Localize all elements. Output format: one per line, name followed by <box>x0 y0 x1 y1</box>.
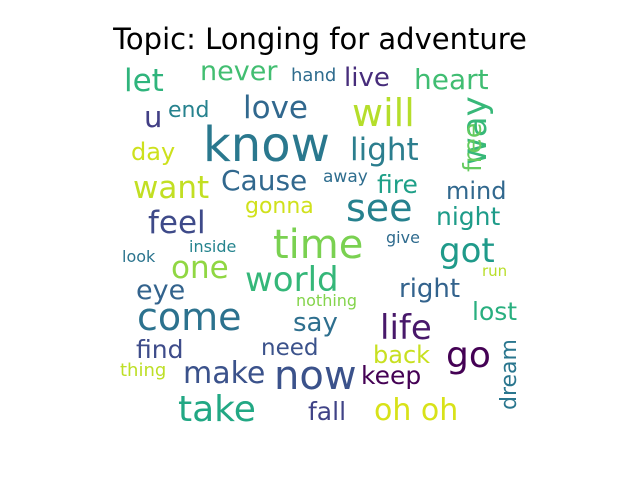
word-one: one <box>171 250 229 286</box>
word-dream: dream <box>497 339 522 410</box>
word-will: will <box>352 91 415 135</box>
word-make: make <box>183 356 265 391</box>
chart-title: Topic: Longing for adventure <box>113 22 527 56</box>
word-want: want <box>133 170 209 206</box>
word-eye: eye <box>136 275 185 306</box>
word-back: back <box>373 341 430 369</box>
word-keep: keep <box>361 361 421 390</box>
word-feel: feel <box>148 205 206 241</box>
word-cause: Cause <box>221 164 307 197</box>
word-fire: fire <box>377 170 418 199</box>
word-love: love <box>243 90 308 126</box>
word-need: need <box>261 335 318 361</box>
word-go: go <box>446 335 491 376</box>
word-take: take <box>178 389 256 430</box>
word-live: live <box>344 63 390 93</box>
word-know: know <box>203 117 330 173</box>
word-find: find <box>136 335 183 364</box>
word-give: give <box>386 228 420 247</box>
word-heart: heart <box>414 63 489 96</box>
word-u: u <box>144 100 162 134</box>
word-come: come <box>137 295 242 339</box>
word-never: never <box>200 56 278 87</box>
word-way: way <box>455 96 495 165</box>
word-away: away <box>323 167 368 187</box>
word-end: end <box>168 98 209 123</box>
word-free: free <box>458 123 487 172</box>
word-life: life <box>380 308 432 348</box>
word-mind: mind <box>446 177 507 205</box>
word-hand: hand <box>291 65 336 86</box>
word-look: look <box>122 247 156 266</box>
word-time: time <box>273 222 363 268</box>
word-world: world <box>245 260 339 300</box>
word-got: got <box>439 231 495 271</box>
word-night: night <box>436 202 501 231</box>
word-inside: inside <box>189 237 236 256</box>
word-thing: thing <box>120 360 166 381</box>
word-fall: fall <box>308 397 346 426</box>
word-say: say <box>293 308 338 338</box>
word-see: see <box>346 186 413 230</box>
word-now: now <box>274 353 357 399</box>
word-nothing: nothing <box>296 291 357 310</box>
word-right: right <box>399 274 460 304</box>
word-run: run <box>482 262 507 280</box>
word-oh-oh: oh oh <box>374 393 458 428</box>
word-let: let <box>124 63 164 99</box>
word-day: day <box>131 138 175 166</box>
word-gonna: gonna <box>245 194 314 219</box>
word-light: light <box>350 132 419 168</box>
word-lost: lost <box>472 297 517 326</box>
